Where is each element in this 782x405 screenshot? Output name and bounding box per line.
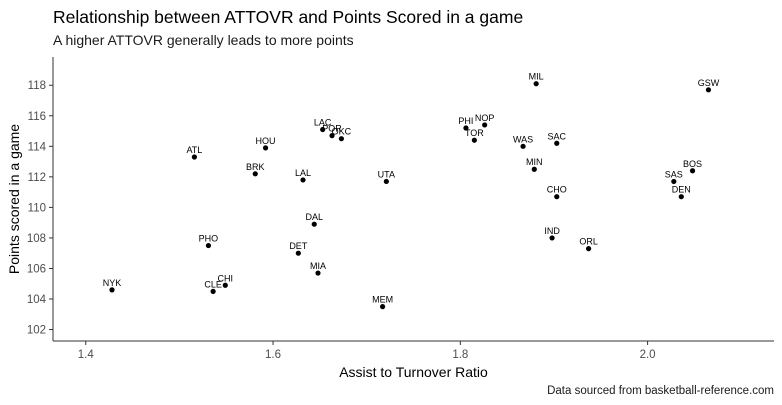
y-tick-label: 116 <box>28 111 46 123</box>
point-label-pho: PHO <box>199 234 219 244</box>
data-point-tor <box>471 137 477 143</box>
data-point-phi <box>463 125 469 131</box>
data-point-det <box>295 250 301 256</box>
data-point-mem <box>380 304 386 310</box>
point-label-lac: LAC <box>314 118 332 128</box>
data-point-den <box>678 194 684 200</box>
y-tick-label: 106 <box>27 263 46 275</box>
chart-subtitle: A higher ATTOVR generally leads to more … <box>53 32 354 48</box>
x-tick-label: 1.8 <box>452 349 468 361</box>
y-tick-label: 108 <box>27 233 46 245</box>
data-point-orl <box>586 246 592 252</box>
point-label-nyk: NYK <box>103 278 122 288</box>
x-axis-title: Assist to Turnover Ratio <box>339 364 488 380</box>
point-label-min: MIN <box>526 157 543 167</box>
x-tick-label: 1.6 <box>265 349 281 361</box>
x-tick-label: 1.4 <box>78 349 95 361</box>
y-tick-label: 104 <box>27 294 47 306</box>
point-label-chi: CHI <box>218 273 234 283</box>
data-point-okc <box>338 136 344 142</box>
data-point-por <box>329 133 335 139</box>
y-tick-label: 114 <box>28 141 47 153</box>
data-point-cle <box>210 288 216 294</box>
point-label-sas: SAS <box>665 169 683 179</box>
data-point-cho <box>554 194 560 200</box>
data-point-lal <box>300 177 306 183</box>
data-point-min <box>531 166 537 172</box>
y-axis-title: Points scored in a game <box>6 124 22 274</box>
data-point-brk <box>252 171 258 177</box>
point-label-ind: IND <box>544 226 560 236</box>
point-label-hou: HOU <box>256 136 276 146</box>
point-label-okc: OKC <box>332 127 352 137</box>
chart-caption: Data sourced from basketball-reference.c… <box>547 385 774 397</box>
point-label-atl: ATL <box>186 145 202 155</box>
data-point-gsw <box>705 87 712 93</box>
point-label-mil: MIL <box>529 72 544 82</box>
data-point-ind <box>549 235 555 241</box>
data-point-pho <box>205 242 212 249</box>
data-point-lac <box>320 126 326 133</box>
point-label-was: WAS <box>513 134 533 144</box>
data-point-was <box>520 143 526 149</box>
data-point-mil <box>533 81 539 87</box>
point-label-gsw: GSW <box>698 78 720 88</box>
y-tick-label: 118 <box>28 80 46 92</box>
data-point-nyk <box>109 287 115 293</box>
data-point-mia <box>315 270 321 276</box>
point-label-orl: ORL <box>579 237 598 247</box>
point-label-den: DEN <box>672 185 691 195</box>
point-label-dal: DAL <box>305 212 323 222</box>
data-point-dal <box>311 221 317 227</box>
point-label-mem: MEM <box>372 295 393 305</box>
point-label-cho: CHO <box>547 185 567 195</box>
data-point-sas <box>671 178 677 185</box>
y-ticks: 102 104 106 108 110 112 114 116 118 <box>27 80 53 337</box>
data-point-hou <box>262 145 269 151</box>
point-label-por: POR <box>322 124 342 134</box>
data-point-bos <box>689 168 696 174</box>
point-label-bos: BOS <box>683 159 702 169</box>
point-label-mia: MIA <box>310 261 326 271</box>
point-label-phi: PHI <box>458 116 473 126</box>
point-label-brk: BRK <box>246 162 265 172</box>
axes <box>52 57 774 342</box>
data-point-chi <box>222 282 228 288</box>
data-point-atl <box>191 154 197 160</box>
point-label-nop: NOP <box>475 113 495 123</box>
point-label-det: DET <box>289 241 308 251</box>
y-tick-label: 112 <box>28 172 46 184</box>
point-label-sac: SAC <box>548 131 567 141</box>
y-tick-label: 110 <box>28 202 46 214</box>
x-ticks: 1.4 1.6 1.8 2.0 <box>78 341 656 361</box>
point-label-lal: LAL <box>295 168 311 178</box>
chart-title: Relationship between ATTOVR and Points S… <box>53 7 524 27</box>
x-tick-label: 2.0 <box>640 349 656 361</box>
point-label-cle: CLE <box>204 279 222 289</box>
data-point-sac <box>554 140 560 146</box>
point-label-tor: TOR <box>465 128 484 138</box>
y-tick-label: 102 <box>27 325 46 337</box>
data-point-nop <box>482 122 488 128</box>
data-point-uta <box>383 178 389 185</box>
point-label-uta: UTA <box>378 169 395 179</box>
